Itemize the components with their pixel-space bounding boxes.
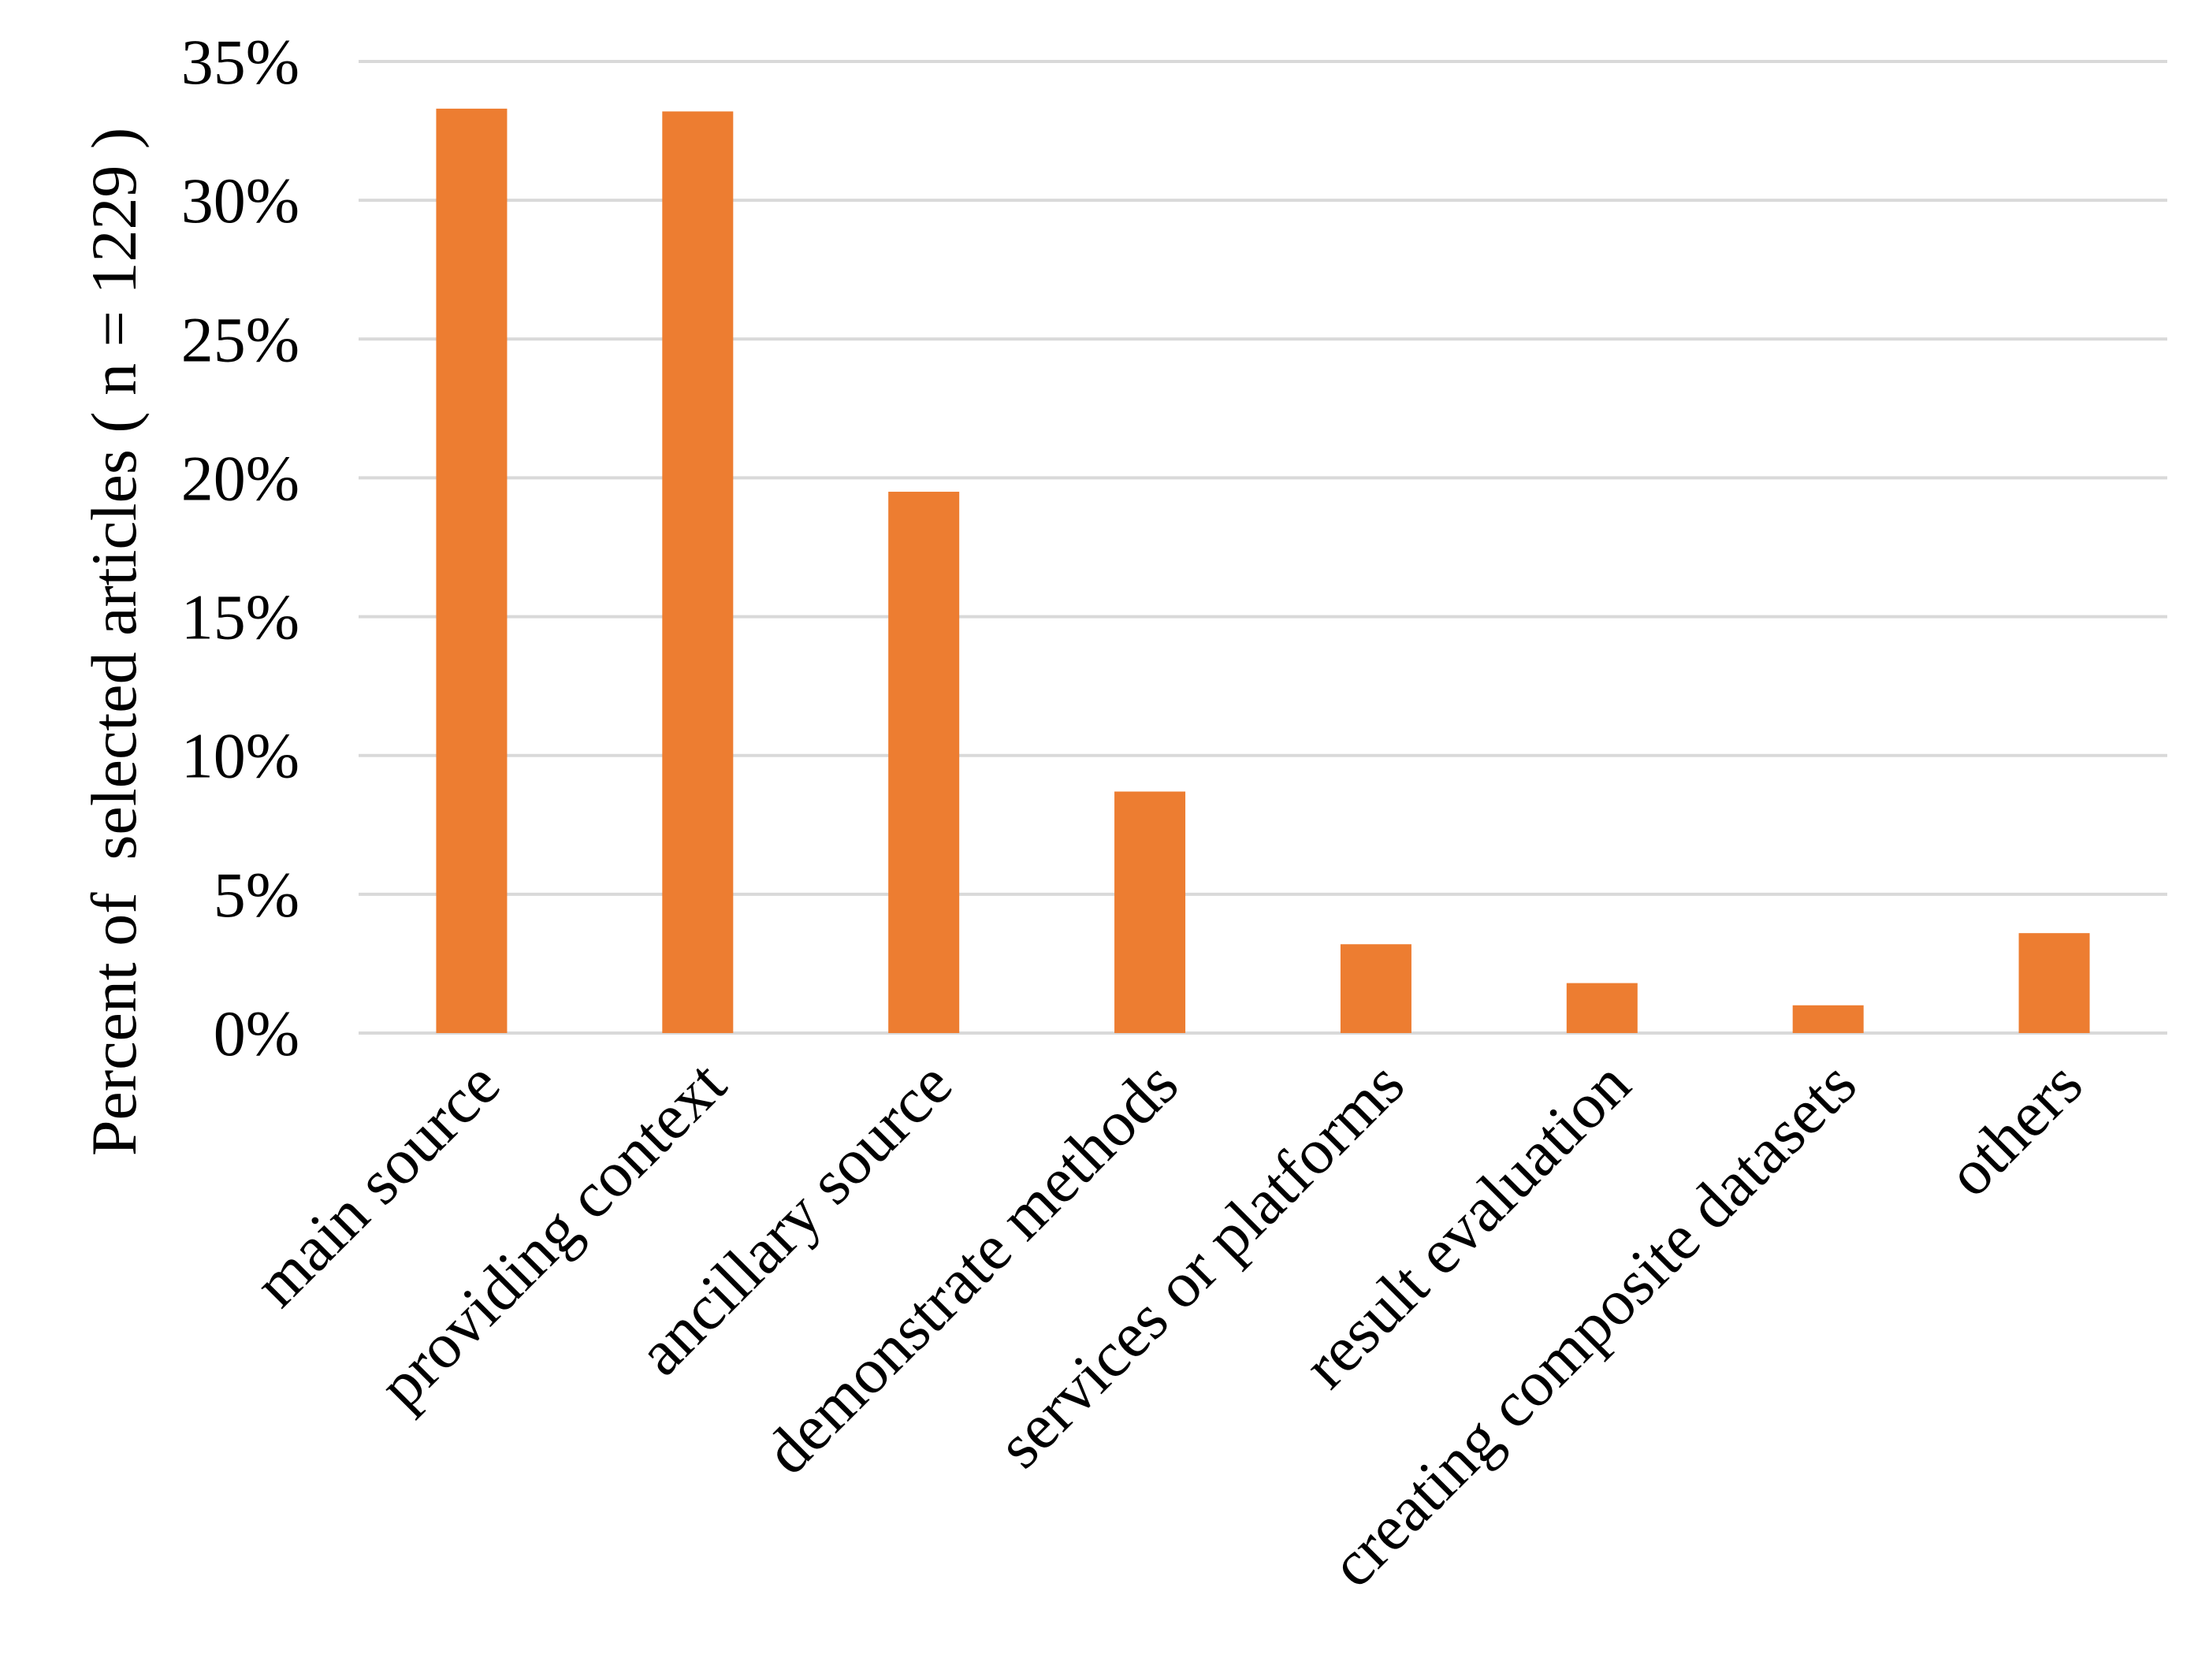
- y-axis-ticks: 0% 5% 10% 15% 20% 25% 30% 35%: [181, 26, 299, 1069]
- y-tick-label: 25%: [181, 303, 299, 375]
- bar: [888, 492, 960, 1033]
- x-tick-label: others: [1933, 1047, 2096, 1210]
- y-axis-title: Percent of selected articles ( n = 1229 …: [78, 128, 150, 1156]
- y-tick-label: 35%: [181, 26, 299, 98]
- y-tick-label: 20%: [181, 442, 299, 514]
- bar: [1792, 1005, 1864, 1033]
- bar: [1340, 944, 1411, 1033]
- bar: [436, 108, 508, 1034]
- bar: [2018, 933, 2090, 1033]
- x-tick-label: services or platforms: [984, 1047, 1418, 1481]
- y-tick-label: 15%: [181, 582, 299, 653]
- bars: [436, 108, 2090, 1034]
- gridlines: [359, 60, 2167, 1035]
- y-tick-label: 30%: [181, 165, 299, 236]
- bar: [662, 111, 734, 1034]
- bar: [1114, 791, 1186, 1033]
- y-tick-label: 10%: [181, 720, 299, 792]
- bar: [1566, 983, 1638, 1033]
- x-tick-label: demonstrate methods: [751, 1047, 1192, 1488]
- y-tick-label: 5%: [214, 859, 299, 931]
- y-tick-label: 0%: [214, 998, 299, 1069]
